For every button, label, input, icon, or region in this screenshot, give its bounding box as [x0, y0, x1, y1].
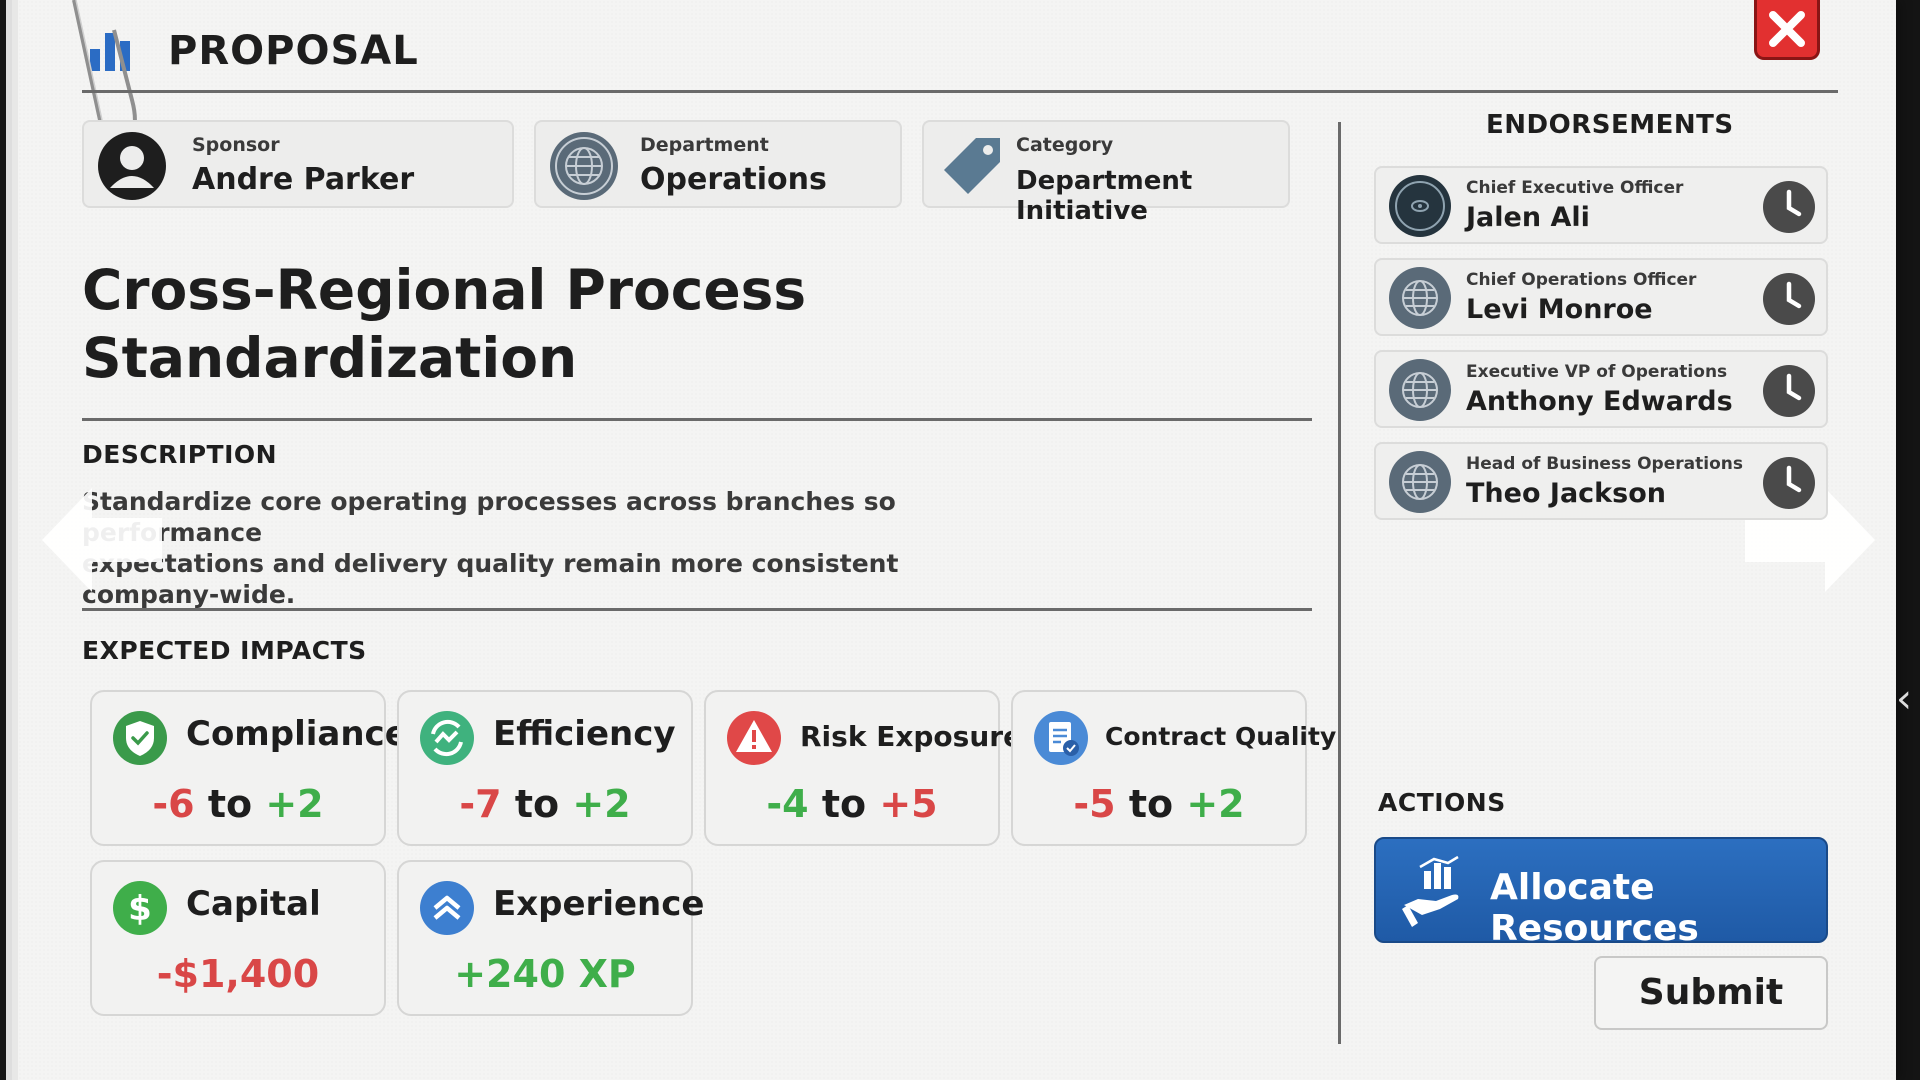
clock-icon [1763, 181, 1815, 233]
bar-chart-icon [90, 33, 130, 71]
hand-chart-icon [1402, 855, 1459, 927]
sponsor-label: Sponsor [192, 134, 280, 156]
column-divider [1338, 122, 1341, 1044]
globe-seal-icon [1389, 451, 1451, 513]
impact-range: -6 to +2 [92, 782, 384, 826]
actions-heading: ACTIONS [1378, 788, 1506, 817]
chevron-left-icon[interactable]: ‹ [1896, 676, 1912, 722]
globe-seal-icon [1389, 175, 1451, 237]
proposal-title-line-2: Standardization [82, 326, 578, 390]
endorser-role: Chief Executive Officer [1466, 178, 1684, 198]
description-line-2: expectations and delivery quality remain… [82, 549, 899, 578]
sponsor-name: Andre Parker [192, 162, 415, 197]
impact-card-contract-quality: Contract Quality -5 to +2 [1011, 690, 1336, 846]
endorsement-item: Chief Executive Officer Jalen Ali [1374, 166, 1828, 244]
clock-icon [1763, 273, 1815, 325]
impact-value: -$1,400 [156, 952, 320, 996]
endorser-name: Theo Jackson [1466, 478, 1666, 509]
endorsement-item: Head of Business Operations Theo Jackson [1374, 442, 1828, 520]
header-divider [82, 90, 1838, 93]
impact-to: to [207, 782, 253, 826]
sponsor-card: Sponsor Andre Parker [82, 120, 514, 208]
impact-max: +2 [572, 782, 631, 826]
department-card: Department Operations [534, 120, 902, 208]
category-name: Department Initiative [1016, 166, 1193, 226]
impact-card-efficiency: Efficiency -7 to +2 [397, 690, 693, 846]
description-divider [82, 608, 1312, 611]
clock-icon [1763, 457, 1815, 509]
user-icon [98, 132, 166, 200]
impact-max: +5 [879, 782, 938, 826]
impact-range: -7 to +2 [399, 782, 691, 826]
impacts-heading: EXPECTED IMPACTS [82, 636, 367, 665]
impact-range: -4 to +5 [706, 782, 998, 826]
impact-card-risk-exposure: Risk Exposure -4 to +5 [704, 690, 1022, 846]
globe-seal-icon [550, 132, 618, 200]
endorsements-heading: ENDORSEMENTS [1486, 110, 1734, 140]
impact-card-compliance: Compliance -6 to +2 [90, 690, 408, 846]
close-icon [1769, 10, 1805, 47]
contract-icon [1034, 711, 1088, 765]
impact-max: +2 [1186, 782, 1245, 826]
impact-min: -4 [766, 782, 809, 826]
impact-card-capital: $ Capital -$1,400 [90, 860, 386, 1016]
chevron-up-icon [420, 881, 474, 935]
impact-card-experience: Experience +240 XP [397, 860, 704, 1016]
close-button[interactable] [1754, 0, 1820, 60]
impact-name: Capital [186, 884, 321, 924]
description-heading: DESCRIPTION [82, 440, 278, 469]
impact-name: Experience [493, 884, 705, 924]
dollar-icon: $ [113, 881, 167, 935]
shield-check-icon [113, 711, 167, 765]
impact-range: -5 to +2 [1013, 782, 1305, 826]
proposal-title-line-1: Cross-Regional Process [82, 258, 807, 322]
arrow-right-icon[interactable] [1745, 480, 1875, 600]
impact-to: to [1128, 782, 1174, 826]
endorser-role: Head of Business Operations [1466, 454, 1743, 474]
globe-seal-icon [1389, 359, 1451, 421]
endorser-role: Chief Operations Officer [1466, 270, 1697, 290]
globe-seal-icon [1389, 267, 1451, 329]
impact-to: to [821, 782, 867, 826]
impact-name: Efficiency [493, 714, 676, 754]
impact-max: +2 [265, 782, 324, 826]
impact-name: Risk Exposure [800, 720, 1023, 753]
impact-name: Compliance [186, 714, 408, 754]
endorser-name: Jalen Ali [1466, 202, 1590, 233]
warning-icon [727, 711, 781, 765]
allocate-resources-label: Allocate Resources [1490, 867, 1699, 949]
svg-text:$: $ [128, 889, 152, 929]
submit-button[interactable]: Submit [1594, 956, 1828, 1030]
endorser-name: Levi Monroe [1466, 294, 1653, 325]
arrow-left-icon[interactable] [42, 480, 162, 600]
description-line-3: company-wide. [82, 580, 296, 609]
description-line-1: Standardize core operating processes acr… [82, 487, 896, 547]
department-label: Department [640, 134, 769, 156]
impact-min: -7 [459, 782, 502, 826]
description-text: Standardize core operating processes acr… [82, 486, 1062, 610]
endorsement-item: Executive VP of Operations Anthony Edwar… [1374, 350, 1828, 428]
category-card: Category Department Initiative [922, 120, 1290, 226]
efficiency-icon [420, 711, 474, 765]
page-title: PROPOSAL [168, 28, 419, 74]
impact-name: Contract Quality [1105, 722, 1337, 751]
impact-value: +240 XP [454, 952, 636, 996]
impact-min: -5 [1073, 782, 1116, 826]
endorser-role: Executive VP of Operations [1466, 362, 1728, 382]
endorsement-item: Chief Operations Officer Levi Monroe [1374, 258, 1828, 336]
endorser-name: Anthony Edwards [1466, 386, 1733, 417]
category-label: Category [1016, 134, 1114, 156]
allocate-resources-button[interactable]: Allocate Resources [1374, 837, 1828, 949]
tag-icon [944, 138, 1000, 194]
title-divider [82, 418, 1312, 421]
impact-min: -6 [152, 782, 195, 826]
department-name: Operations [640, 162, 827, 197]
impact-to: to [514, 782, 560, 826]
clock-icon [1763, 365, 1815, 417]
proposal-title: Cross-Regional Process Standardization [82, 256, 1282, 392]
